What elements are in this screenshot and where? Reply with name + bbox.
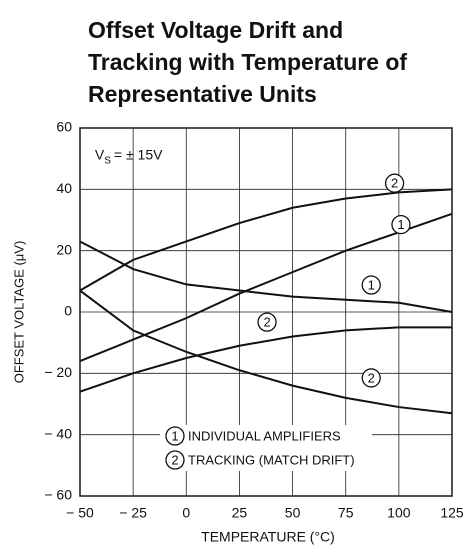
- curve: [79, 326, 452, 393]
- chart-title: Representative Units: [88, 81, 317, 107]
- curve-label: 1: [368, 277, 375, 292]
- curve: [79, 240, 453, 313]
- y-axis-label: OFFSET VOLTAGE (μV): [11, 241, 26, 384]
- supply-note: VS = ± 15V: [95, 146, 163, 166]
- legend-symbol: 2: [171, 452, 178, 467]
- supply-note-v: V: [95, 146, 105, 162]
- chart-title: Offset Voltage Drift and: [88, 17, 343, 43]
- legend-text: TRACKING (MATCH DRIFT): [188, 452, 355, 467]
- y-tick-label: − 20: [44, 364, 72, 380]
- legend-box: [160, 425, 372, 471]
- curve: [79, 188, 453, 292]
- y-tick-label: 40: [56, 180, 72, 196]
- y-tick-label: − 40: [44, 425, 72, 441]
- curve-label: 1: [397, 217, 404, 232]
- y-tick-label: 20: [56, 241, 72, 257]
- curve-label-circle: [391, 214, 411, 235]
- curve-label-circle: [361, 368, 381, 388]
- x-tick-label: 25: [232, 505, 248, 521]
- curve-label-circle: [257, 312, 277, 332]
- curve-label: 2: [391, 176, 398, 191]
- x-tick-label: 125: [440, 505, 464, 521]
- supply-note-sub: S: [104, 155, 111, 166]
- y-tick-label: 60: [56, 119, 72, 135]
- x-axis-label: TEMPERATURE (°C): [201, 529, 335, 545]
- y-tick-label: 0: [64, 303, 72, 319]
- curve-label-circle: [361, 275, 381, 295]
- chart-title: Tracking with Temperature of: [88, 49, 407, 75]
- x-tick-label: 100: [387, 505, 411, 521]
- y-tick-label: − 60: [44, 487, 72, 503]
- legend-symbol-circle: [165, 426, 185, 446]
- curve-label: 2: [368, 370, 375, 385]
- legend-text: INDIVIDUAL AMPLIFIERS: [188, 428, 341, 443]
- supply-note-rest: = ± 15V: [114, 146, 163, 162]
- curve-label: 2: [263, 315, 270, 330]
- x-tick-label: − 25: [119, 505, 147, 521]
- curve: [79, 289, 453, 415]
- x-tick-label: 50: [285, 505, 301, 521]
- x-tick-label: 0: [182, 505, 190, 521]
- x-tick-label: − 50: [66, 505, 94, 521]
- curve-label-circle: [384, 173, 405, 193]
- curve: [79, 212, 453, 362]
- legend-symbol-circle: [165, 450, 185, 470]
- legend-symbol: 1: [171, 428, 178, 443]
- x-tick-label: 75: [338, 505, 354, 521]
